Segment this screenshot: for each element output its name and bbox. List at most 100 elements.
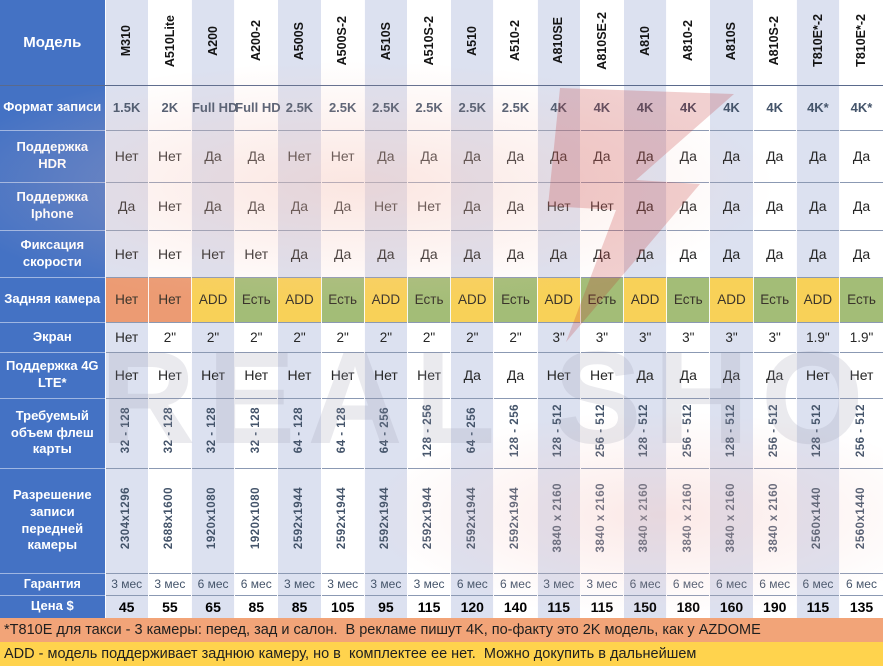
table-cell: ADD bbox=[709, 276, 754, 322]
table-cell: 3 мес bbox=[579, 572, 624, 595]
table-cell: 6 мес bbox=[666, 572, 710, 595]
table-cell: Да bbox=[579, 129, 624, 182]
table-cell: 3" bbox=[709, 321, 754, 352]
table-cell: 64 - 128 bbox=[277, 397, 322, 468]
table-cell: Да bbox=[709, 351, 754, 398]
table-cell: Да bbox=[363, 129, 408, 182]
model-header: A810-2 bbox=[666, 0, 710, 86]
row-label: Фиксация скорости bbox=[0, 229, 106, 277]
table-cell: Есть bbox=[666, 276, 710, 322]
table-cell: ADD bbox=[622, 276, 667, 322]
table-cell: 2688x1600 bbox=[147, 467, 192, 573]
table-cell: 32 - 128 bbox=[104, 397, 149, 468]
table-cell: ADD bbox=[536, 276, 581, 322]
table-cell: 2.5K bbox=[406, 85, 451, 130]
table-cell: 4K* bbox=[839, 85, 883, 130]
table-cell: 4K bbox=[579, 85, 624, 130]
table-cell: 65 bbox=[190, 594, 235, 618]
table-cell: 2304x1296 bbox=[104, 467, 149, 573]
model-header: A200 bbox=[190, 0, 235, 86]
table-cell: 3840 x 2160 bbox=[579, 467, 624, 573]
table-cell: Да bbox=[622, 129, 667, 182]
table-cell: 256 - 512 bbox=[752, 397, 797, 468]
comparison-table: Модель M310 A510Lite A200 A200-2 A500S A500S-2… bbox=[0, 0, 883, 618]
table-cell: Есть bbox=[320, 276, 365, 322]
row-label: Поддержка Iphone bbox=[0, 181, 106, 230]
table-cell: Нет bbox=[147, 351, 192, 398]
table-cell: 32 - 128 bbox=[234, 397, 278, 468]
table-cell: Нет bbox=[104, 129, 149, 182]
table-cell: 120 bbox=[450, 594, 494, 618]
table-cell: 2.5K bbox=[363, 85, 408, 130]
table-cell: Есть bbox=[839, 276, 883, 322]
table-cell: Нет bbox=[190, 229, 235, 277]
table-cell: Да bbox=[320, 181, 365, 230]
table-cell: 55 bbox=[147, 594, 192, 618]
table-cell: Да bbox=[450, 129, 494, 182]
row-label: Поддержка HDR bbox=[0, 129, 106, 182]
table-cell: 128 - 512 bbox=[795, 397, 840, 468]
table-cell: Да bbox=[622, 181, 667, 230]
table-cell: 3840 x 2160 bbox=[752, 467, 797, 573]
table-cell: Да bbox=[666, 181, 710, 230]
table-cell: 2" bbox=[234, 321, 278, 352]
table-cell: 2592x1944 bbox=[363, 467, 408, 573]
table-cell: Да bbox=[493, 351, 538, 398]
table-cell: Нет bbox=[406, 351, 451, 398]
table-cell: 2592x1944 bbox=[493, 467, 538, 573]
table-cell: 6 мес bbox=[234, 572, 278, 595]
table-cell: 180 bbox=[666, 594, 710, 618]
table-cell: 3 мес bbox=[147, 572, 192, 595]
table-cell: 6 мес bbox=[622, 572, 667, 595]
table-cell: 1.5K bbox=[104, 85, 149, 130]
table-cell: Да bbox=[363, 229, 408, 277]
table-cell: 1920x1080 bbox=[190, 467, 235, 573]
table-cell: Нет bbox=[104, 321, 149, 352]
model-header: A510S-2 bbox=[406, 0, 451, 86]
table-cell: 3 мес bbox=[406, 572, 451, 595]
table-cell: 2" bbox=[450, 321, 494, 352]
row-label: Разрешение записи передней камеры bbox=[0, 467, 106, 573]
table-cell: Нет bbox=[104, 276, 149, 322]
table-cell: 64 - 256 bbox=[363, 397, 408, 468]
table-cell: 2" bbox=[493, 321, 538, 352]
table-cell: 4K* bbox=[795, 85, 840, 130]
table-cell: Да bbox=[622, 351, 667, 398]
table-cell: 2560x1440 bbox=[839, 467, 883, 573]
footnote-t810e: *T810E для такси - 3 камеры: перед, зад … bbox=[0, 618, 883, 642]
table-cell: ADD bbox=[450, 276, 494, 322]
table-cell: 1.9" bbox=[839, 321, 883, 352]
table-cell: Нет bbox=[234, 351, 278, 398]
table-cell: 2" bbox=[147, 321, 192, 352]
table-cell: 2592x1944 bbox=[320, 467, 365, 573]
table-cell: Да bbox=[234, 181, 278, 230]
table-cell: 2560x1440 bbox=[795, 467, 840, 573]
table-cell: Нет bbox=[104, 229, 149, 277]
table-cell: 2" bbox=[406, 321, 451, 352]
table-cell: 1.9" bbox=[795, 321, 840, 352]
table-cell: ADD bbox=[277, 276, 322, 322]
table-cell: 3" bbox=[579, 321, 624, 352]
table-cell: 3 мес bbox=[277, 572, 322, 595]
table-cell: Нет bbox=[536, 351, 581, 398]
model-header: T810E*-2 bbox=[795, 0, 840, 86]
table-cell: Нет bbox=[234, 229, 278, 277]
table-cell: 2K bbox=[147, 85, 192, 130]
table-cell: 128 - 512 bbox=[709, 397, 754, 468]
table-cell: Нет bbox=[277, 351, 322, 398]
table-cell: Да bbox=[536, 129, 581, 182]
table-cell: Да bbox=[190, 181, 235, 230]
table-cell: 3" bbox=[536, 321, 581, 352]
model-header: M310 bbox=[104, 0, 149, 86]
row-label: Поддержка 4G LTE* bbox=[0, 351, 106, 398]
table-cell: 115 bbox=[406, 594, 451, 618]
table-cell: 115 bbox=[579, 594, 624, 618]
table-cell: 256 - 512 bbox=[579, 397, 624, 468]
table-cell: Да bbox=[406, 229, 451, 277]
table-cell: Нет bbox=[839, 351, 883, 398]
model-header: A810S bbox=[709, 0, 754, 86]
table-cell: Нет bbox=[406, 181, 451, 230]
table-cell: Нет bbox=[579, 351, 624, 398]
table-cell: 3" bbox=[752, 321, 797, 352]
table-cell: Да bbox=[709, 181, 754, 230]
